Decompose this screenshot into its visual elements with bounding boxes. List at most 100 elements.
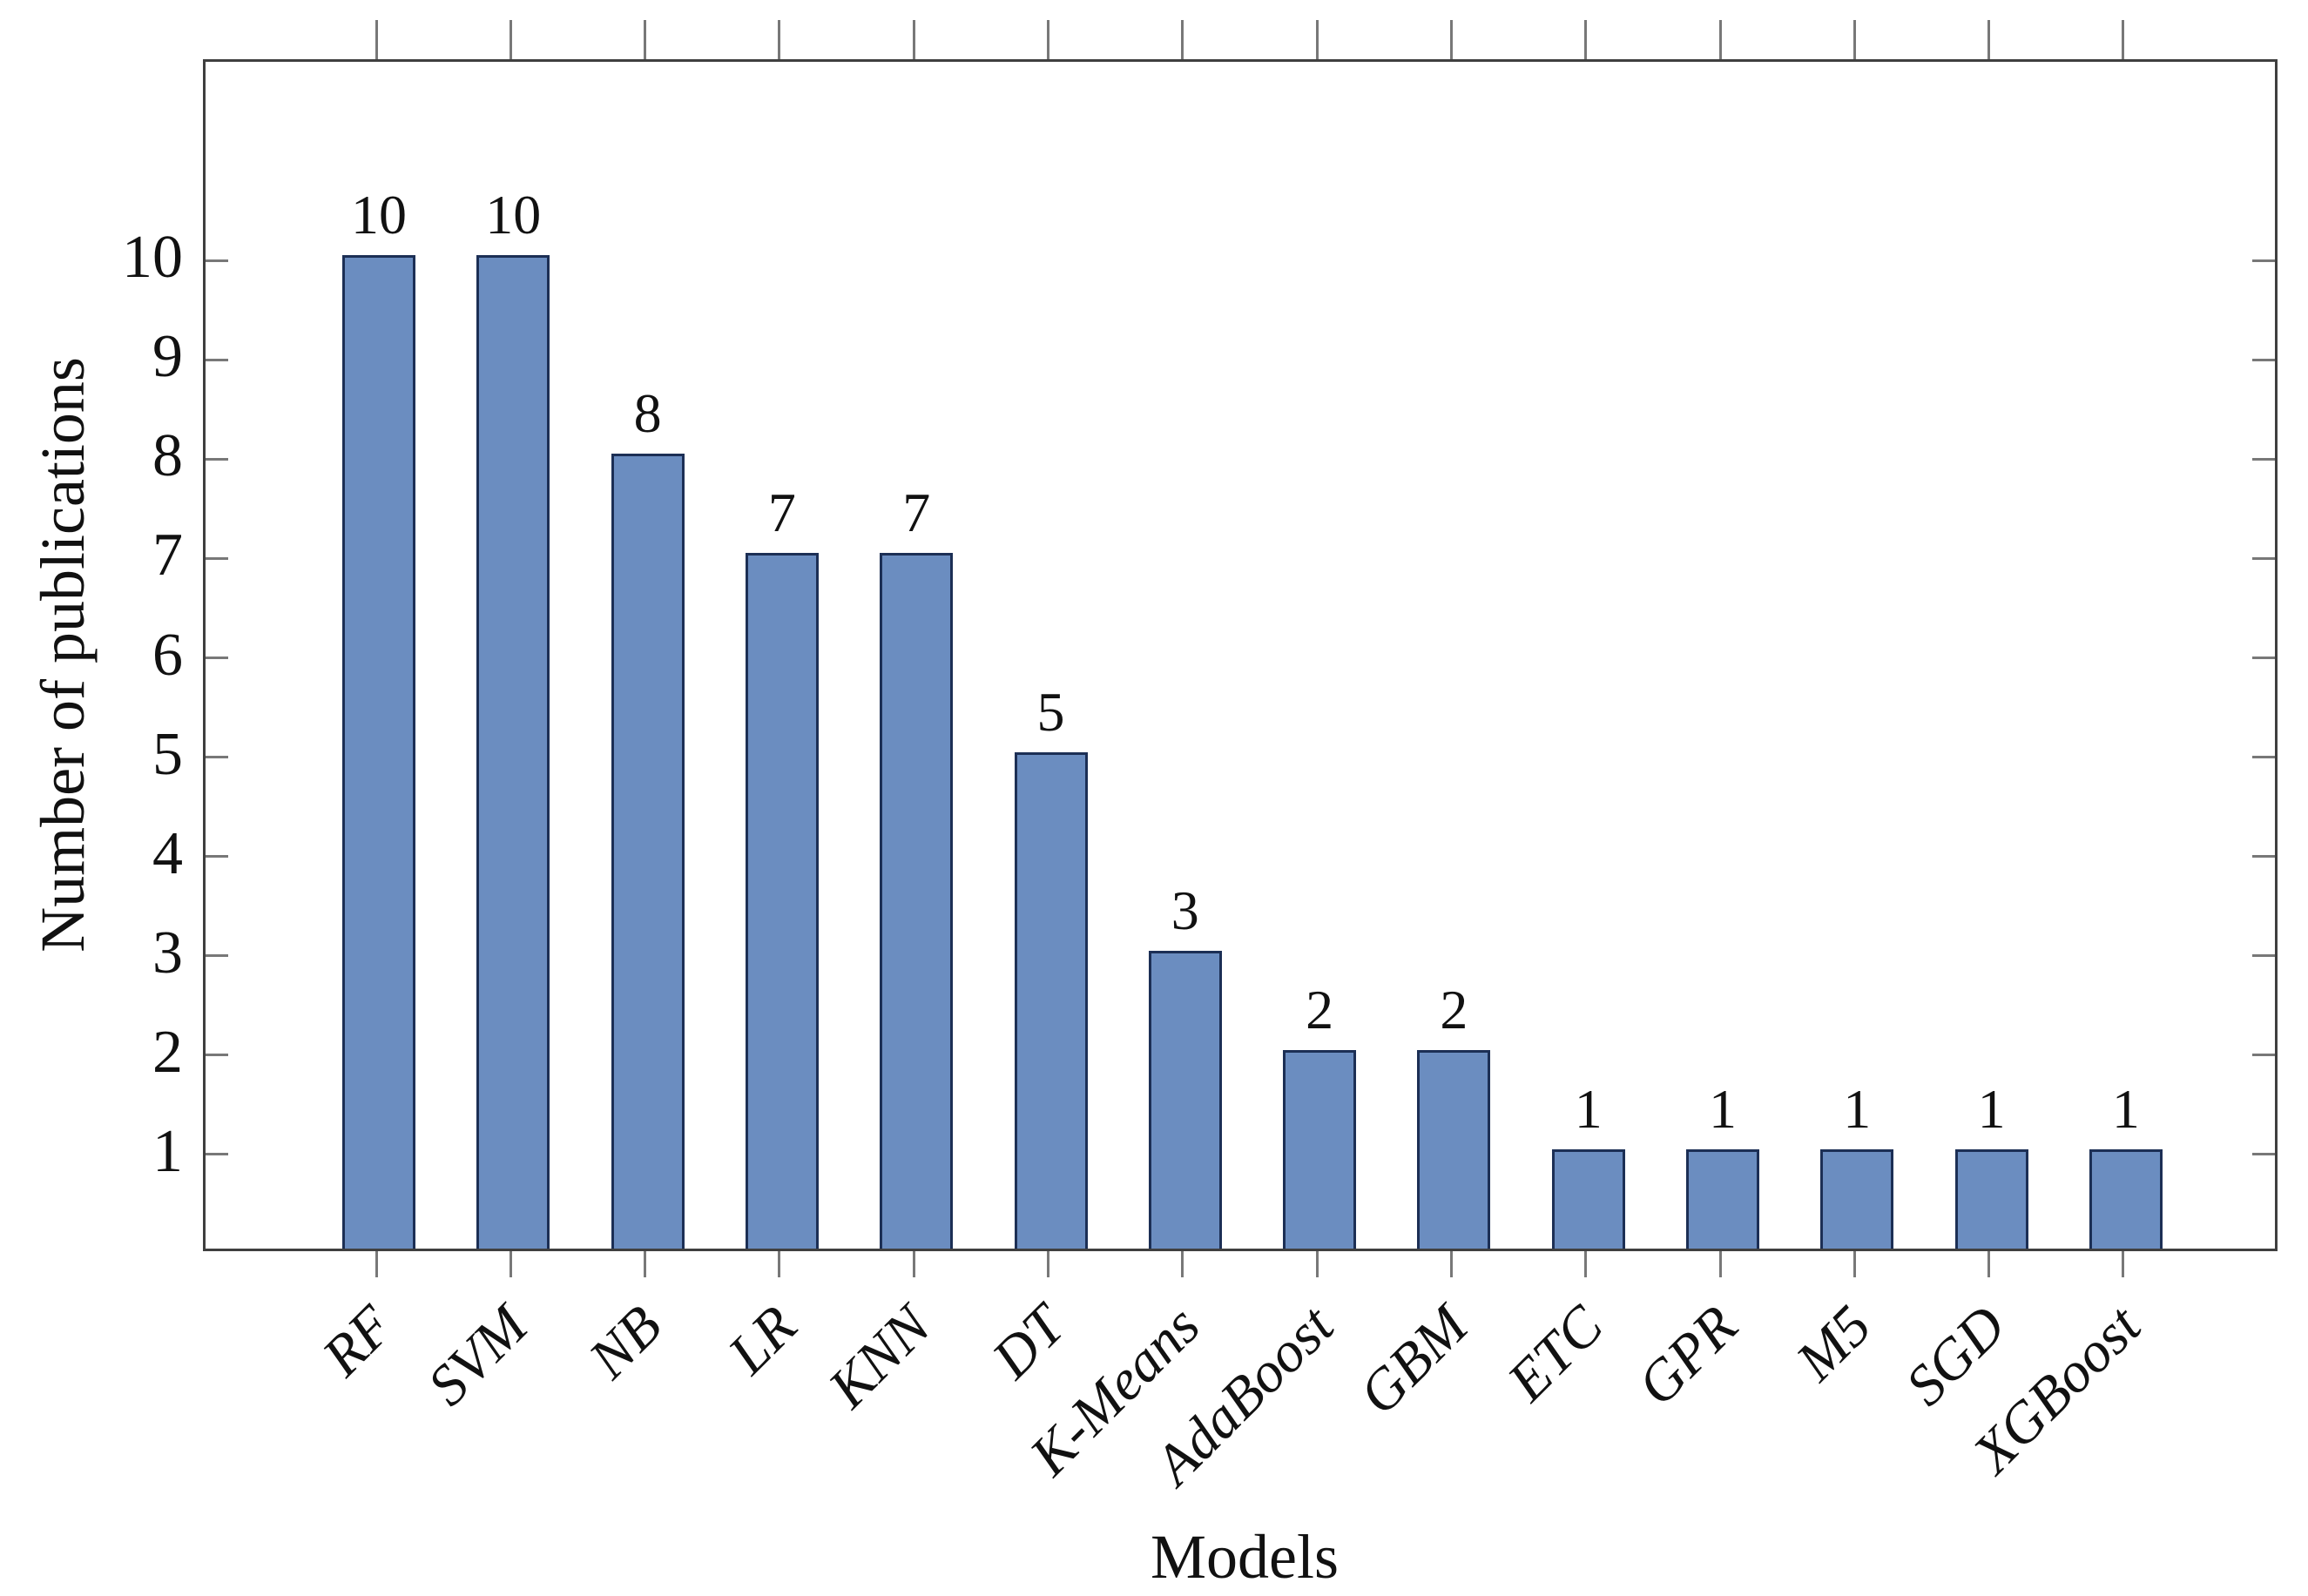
bar-value-label: 1 [1977, 1077, 2006, 1140]
bar-value-label: 1 [1574, 1077, 1603, 1140]
x-axis-tick-top [375, 20, 378, 59]
bar-value-label: 1 [1709, 1077, 1737, 1140]
x-axis-tick-top [1584, 20, 1588, 59]
bar-value-label: 2 [1306, 978, 1334, 1040]
bar [476, 255, 550, 1249]
x-axis-tick-bottom [778, 1251, 781, 1277]
y-axis-tick-right [2252, 358, 2275, 361]
x-axis-tick-top [778, 20, 781, 59]
x-axis-tick-bottom [1852, 1251, 1856, 1277]
x-axis-tick-bottom [1315, 1251, 1319, 1277]
y-tick-label: 9 [152, 323, 183, 391]
x-axis-tick-bottom [1181, 1251, 1184, 1277]
x-category-label: GBM [1347, 1293, 1481, 1427]
x-category-label: LR [716, 1293, 809, 1386]
plot-area: 10 10 8 7 7 5 3 2 2 1 1 1 1 1 [203, 59, 2278, 1251]
x-category-label: KNN [816, 1293, 943, 1420]
bar-value-label: 1 [1843, 1077, 1872, 1140]
bar-value-label: 7 [767, 481, 796, 544]
bar [611, 454, 685, 1249]
y-tick-label: 8 [152, 422, 183, 490]
y-axis-tick-left [206, 1054, 228, 1057]
y-tick-label: 10 [122, 224, 183, 292]
x-category-label: ETC [1495, 1293, 1616, 1414]
x-category-label: SVM [415, 1293, 540, 1418]
bar [342, 255, 415, 1249]
x-axis-tick-bottom [2122, 1251, 2125, 1277]
y-axis-tick-right [2252, 556, 2275, 560]
x-category-label: DT [980, 1293, 1077, 1391]
bar [1686, 1148, 1759, 1249]
y-axis-tick-left [206, 657, 228, 659]
bar [1551, 1148, 1625, 1249]
bar-value-label: 1 [2111, 1077, 2140, 1140]
y-axis-tick-right [2252, 1054, 2275, 1057]
bar-value-label: 10 [485, 184, 542, 246]
bar-value-label: 10 [351, 184, 407, 246]
y-tick-label: 3 [152, 919, 183, 987]
x-axis-tick-top [912, 20, 915, 59]
y-axis-tick-right [2252, 457, 2275, 461]
bar [880, 553, 954, 1249]
y-axis-tick-left [206, 954, 228, 958]
bar [1148, 950, 1222, 1249]
x-axis-tick-top [1987, 20, 1991, 59]
bar [1283, 1049, 1357, 1249]
y-axis-tick-left [206, 457, 228, 461]
x-axis-tick-bottom [375, 1251, 378, 1277]
y-axis-tick-right [2252, 756, 2275, 759]
y-tick-label: 5 [152, 720, 183, 788]
bar-value-label: 7 [902, 481, 931, 544]
x-axis-tick-bottom [644, 1251, 647, 1277]
bar [1954, 1148, 2028, 1249]
y-axis-tick-right [2252, 855, 2275, 859]
x-category-label: SGD [1893, 1293, 2019, 1418]
bar-value-label: 3 [1171, 879, 1199, 941]
x-axis-tick-top [2122, 20, 2125, 59]
x-axis-tick-top [1047, 20, 1049, 59]
y-axis-tick-left [206, 358, 228, 361]
x-axis-tick-top [1315, 20, 1319, 59]
y-tick-label: 4 [152, 819, 183, 887]
bar [1820, 1148, 1894, 1249]
x-axis-tick-bottom [912, 1251, 915, 1277]
bar [2089, 1148, 2163, 1249]
x-axis-tick-top [1449, 20, 1453, 59]
y-axis-tick-right [2252, 954, 2275, 958]
x-axis-tick-bottom [1449, 1251, 1453, 1277]
y-axis-tick-left [206, 1153, 228, 1156]
y-axis-tick-right [2252, 657, 2275, 659]
y-tick-label: 6 [152, 621, 183, 689]
bar [745, 553, 819, 1249]
y-axis-tick-right [2252, 259, 2275, 262]
x-category-label: GPR [1625, 1293, 1750, 1418]
x-axis-title: Models [1151, 1522, 1339, 1592]
x-axis-tick-bottom [1584, 1251, 1588, 1277]
x-axis-tick-top [1718, 20, 1722, 59]
x-axis-tick-top [644, 20, 647, 59]
y-tick-label: 2 [152, 1018, 183, 1086]
x-axis-tick-bottom [509, 1251, 512, 1277]
x-axis-tick-top [1852, 20, 1856, 59]
bar-value-label: 8 [633, 382, 662, 445]
bar [1014, 751, 1088, 1249]
x-axis-tick-top [509, 20, 512, 59]
y-tick-label: 7 [152, 522, 183, 589]
x-axis-tick-bottom [1987, 1251, 1991, 1277]
bar-value-label: 2 [1440, 978, 1468, 1040]
y-axis-tick-left [206, 756, 228, 759]
x-category-label: M5 [1784, 1293, 1884, 1393]
bar-value-label: 5 [1036, 680, 1065, 743]
x-category-label: NB [577, 1293, 675, 1391]
y-axis-tick-left [206, 855, 228, 859]
y-axis-tick-left [206, 556, 228, 560]
y-tick-label: 1 [152, 1117, 183, 1185]
x-axis-tick-bottom [1047, 1251, 1049, 1277]
y-axis-tick-right [2252, 1153, 2275, 1156]
bar [1417, 1049, 1491, 1249]
x-axis-tick-bottom [1718, 1251, 1722, 1277]
y-axis-tick-left [206, 259, 228, 262]
x-category-label: RF [310, 1293, 406, 1389]
x-axis-tick-top [1181, 20, 1184, 59]
